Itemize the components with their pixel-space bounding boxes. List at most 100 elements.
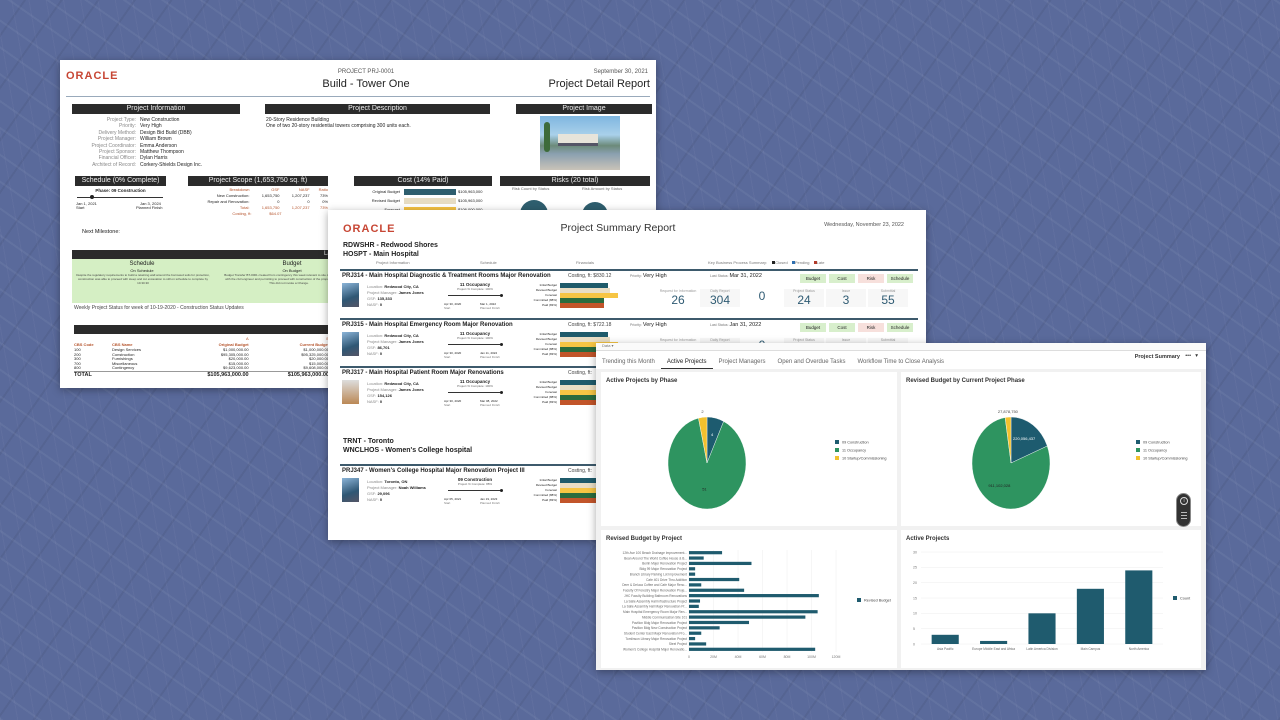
project-row: PRJ314 - Main Hospital Diagnostic & Trea…: [340, 269, 918, 317]
financial-label: Committed (88%): [533, 395, 557, 399]
project-info-label: Location:: [367, 333, 385, 338]
info-value: Dylan Harris: [140, 155, 168, 162]
tab-workflow-time-to-close-analysis[interactable]: Workflow Time to Close Analysis: [857, 359, 945, 365]
section-schedule: Schedule (0% Complete): [75, 176, 166, 186]
y-category-label: Bean Around The World Coffee House & B..…: [624, 556, 687, 560]
info-row: Project Type: New Construction: [60, 117, 202, 123]
last-status-label: Last Status:: [710, 274, 730, 278]
more-options-icon[interactable]: •••: [1185, 353, 1191, 359]
info-row: Project Coordinator: Emma Anderson: [60, 143, 202, 149]
x-tick-label: 80M: [784, 655, 791, 659]
legend-label: 10 Startup/Commissioning: [1143, 457, 1188, 461]
grid-icon[interactable]: [1181, 512, 1187, 520]
analytics-dashboard: Data ▾ Trending this Month Active Project…: [596, 343, 1206, 670]
cost-bar-label: Revised Budget: [371, 198, 400, 203]
cost-bar: [404, 198, 456, 204]
view-name[interactable]: Project Summary: [1134, 354, 1180, 360]
pie-slice-label: 220,056,437: [1013, 436, 1036, 441]
project-info-value: Redwood City, CA: [384, 333, 419, 338]
info-row: Priority: Very High: [60, 123, 202, 129]
chart-title: Revised Budget by Current Project Phase: [906, 378, 1025, 384]
bar-chart-active-projects: 0 5 10 15 20 25 30 Asia Pacific Europe Middle Ea…: [913, 550, 1191, 651]
bar: [689, 551, 723, 555]
pie-slice-label: 4: [711, 432, 714, 437]
project-title[interactable]: PRJ314 - Main Hospital Diagnostic & Trea…: [342, 273, 551, 279]
tab-active-projects[interactable]: Active Projects: [660, 355, 713, 369]
bar: [689, 626, 720, 630]
view-dropdown-icon[interactable]: ▾: [1195, 353, 1198, 359]
project-title[interactable]: PRJ315 - Main Hospital Emergency Room Ma…: [342, 322, 513, 328]
kpi-value: 26: [671, 293, 685, 307]
project-percent: Project % Complete: 100%: [457, 336, 493, 340]
y-category-label: Main Hospital Emergency Room Major Ren..…: [623, 610, 687, 614]
y-tick-label: 0: [913, 642, 915, 646]
status-schedule-value: On Schedule: [130, 268, 154, 273]
kpi-value: 55: [881, 293, 895, 307]
bar: [689, 610, 818, 614]
project-title[interactable]: PRJ347 - Women's College Hospital Major …: [342, 468, 525, 474]
cbs-col-letter: A: [245, 336, 249, 341]
schedule-end-marker: [500, 390, 503, 394]
pie-chart-active-projects: 4 51 2 09 Construction 11 Occupancy 10 Startu…: [667, 409, 887, 510]
pie-slice: [1004, 416, 1012, 464]
y-category-label: Student Center East Major Renovation Pro…: [624, 632, 687, 636]
tab-project-managers[interactable]: Project Managers: [718, 359, 766, 365]
project-phase: 11 Occupancy: [459, 379, 491, 384]
financial-bar: [560, 478, 608, 483]
legend-label: Revised Budget: [864, 599, 892, 603]
project-info-row: Location: Redwood City, CA: [367, 333, 424, 339]
pie-chart-revised-budget: 220,056,437 911,102,028 27,878,750 09 Const…: [971, 409, 1188, 510]
legend-swatch: [857, 598, 861, 602]
info-label: Financial Officer:: [98, 155, 136, 162]
project-info-value: James Jones: [398, 339, 424, 344]
info-icon[interactable]: i: [1180, 497, 1188, 505]
cbs-row: 200 Construction $95,305,000.00 $95,325,000…: [74, 351, 329, 358]
cost-bar: [404, 189, 456, 195]
project-info-row: Project Manager: James Jones: [367, 290, 424, 296]
info-value: William Brown: [140, 136, 172, 143]
project-name: Build - Tower One: [322, 78, 410, 90]
cbs-cell: Contingency: [112, 365, 135, 370]
priority-value: Very High: [642, 322, 667, 328]
schedule-finish: Mar 08, 2022: [480, 399, 498, 403]
project-info: Location: Redwood City, CA Project Manage…: [367, 284, 424, 308]
project-info-label: Project Manager:: [367, 485, 399, 490]
finish-label: Planned Finish: [480, 501, 500, 505]
report-date: September 30, 2021: [593, 69, 648, 75]
col-header-project-info: Project Information: [376, 260, 410, 265]
legend-pending: Pending: [794, 260, 810, 265]
cbs-cell: $9,608,000.00: [303, 365, 329, 370]
financial-label: Revised Budget: [535, 288, 557, 292]
status-budget-text: Budget Transfer BT-0001 created from con…: [224, 273, 354, 285]
bar: [1028, 613, 1056, 644]
cbs-cell: 200: [74, 351, 81, 357]
dataset-selector[interactable]: Data ▾: [602, 343, 614, 348]
pie-slice: [971, 417, 1051, 510]
financial-label: Initial Budget: [539, 283, 557, 287]
tab-open-and-overdue-tasks[interactable]: Open and Overdue Tasks: [777, 359, 846, 365]
site-heading: HOSPT - Main Hospital: [343, 251, 419, 258]
financial-bar: [560, 400, 604, 405]
site-heading-2: WNCLHOS - Women's College hospital: [343, 447, 473, 454]
project-info-row: Project Manager: James Jones: [367, 339, 424, 345]
tab-trending-this-month[interactable]: Trending this Month: [602, 359, 655, 365]
kpi-label: Submittal: [880, 338, 896, 342]
assistant-widget[interactable]: i: [1176, 493, 1191, 527]
schedule-end-marker: [500, 488, 503, 492]
cbs-col-header: Original Budget: [218, 342, 249, 347]
oracle-logo: ORACLE: [343, 223, 396, 235]
project-info-value: Redwood City, CA: [384, 381, 419, 386]
y-category-label: Tomlinson Library Major Renovation Proje…: [625, 637, 687, 641]
col-header-schedule: Schedule: [480, 260, 497, 265]
bar: [689, 599, 701, 603]
section-cost: Cost (14% Paid): [354, 176, 492, 186]
scope-row: New Construction: 1,653,750 1,207,237 73%: [188, 193, 330, 199]
project-title[interactable]: PRJ317 - Main Hospital Patient Room Majo…: [342, 370, 504, 376]
financial-label: Revised Budget: [535, 483, 557, 487]
project-info-value: James Jones: [398, 290, 424, 295]
last-status-value: Mar 31, 2022: [729, 273, 762, 279]
schedule-line: [448, 295, 502, 296]
y-category-label: Bldg 99 Major Renovation Project: [640, 567, 688, 571]
